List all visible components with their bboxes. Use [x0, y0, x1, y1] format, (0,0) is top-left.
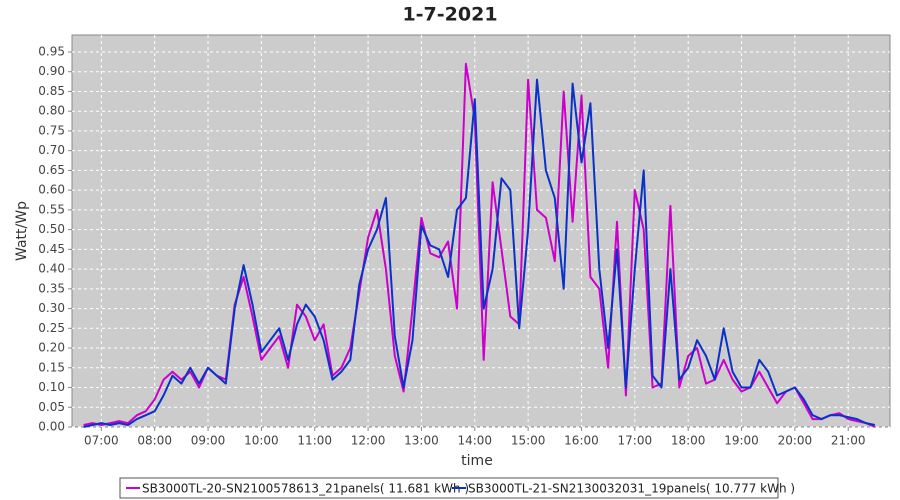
y-axis-label: Watt/Wp	[14, 201, 30, 261]
y-tick-label: 0.10	[38, 380, 65, 394]
chart-title: 1-7-2021	[402, 4, 497, 26]
x-tick-label: 11:00	[297, 434, 332, 448]
legend-label: SB3000TL-21-SN2130032031_19panels( 10.77…	[468, 482, 795, 496]
y-tick-label: 0.50	[38, 222, 65, 236]
y-tick-label: 0.20	[38, 341, 65, 355]
y-tick-label: 0.30	[38, 301, 65, 315]
y-tick-label: 0.25	[38, 321, 65, 335]
x-tick-label: 07:00	[84, 434, 119, 448]
y-tick-label: 0.65	[38, 163, 65, 177]
legend	[119, 477, 779, 499]
x-tick-label: 21:00	[831, 434, 866, 448]
x-tick-label: 20:00	[778, 434, 813, 448]
y-tick-label: 0.90	[38, 64, 65, 78]
y-tick-label: 0.55	[38, 202, 65, 216]
y-tick-label: 0.40	[38, 262, 65, 276]
x-tick-label: 16:00	[564, 434, 599, 448]
x-tick-label: 18:00	[671, 434, 706, 448]
y-tick-label: 0.00	[38, 420, 65, 434]
x-tick-label: 13:00	[404, 434, 439, 448]
y-tick-label: 0.60	[38, 183, 65, 197]
x-tick-label: 17:00	[618, 434, 653, 448]
y-tick-label: 0.80	[38, 104, 65, 118]
y-tick-label: 0.15	[38, 360, 65, 374]
y-tick-label: 0.75	[38, 123, 65, 137]
x-tick-label: 14:00	[457, 434, 492, 448]
y-tick-label: 0.95	[38, 44, 65, 58]
y-tick-label: 0.85	[38, 84, 65, 98]
x-tick-label: 08:00	[137, 434, 172, 448]
x-tick-label: 15:00	[511, 434, 546, 448]
x-tick-label: 19:00	[724, 434, 759, 448]
y-tick-label: 0.70	[38, 143, 65, 157]
x-tick-label: 10:00	[244, 434, 279, 448]
y-tick-label: 0.05	[38, 400, 65, 414]
legend-label: SB3000TL-20-SN2100578613_21panels( 11.68…	[142, 482, 469, 496]
series-line	[83, 78, 876, 428]
x-tick-label: 12:00	[351, 434, 386, 448]
y-tick-label: 0.45	[38, 242, 65, 256]
x-tick-label: 09:00	[191, 434, 226, 448]
y-tick-label: 0.35	[38, 281, 65, 295]
x-axis-label: time	[461, 453, 493, 469]
